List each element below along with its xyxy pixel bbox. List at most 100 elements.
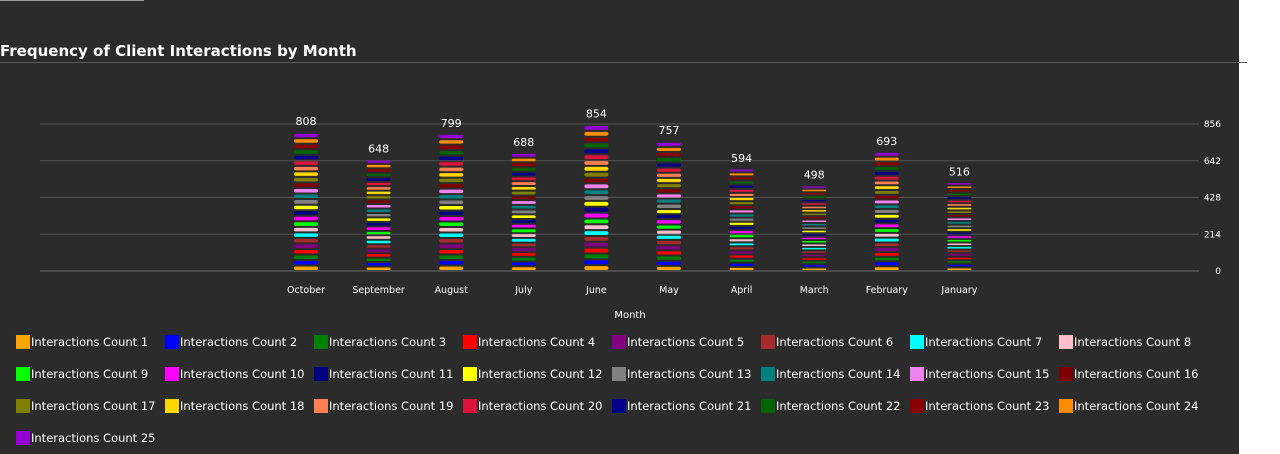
bar-segment [511,267,536,270]
bar-segment [439,211,464,216]
y-tick-label: 642 [1204,157,1221,167]
bar-segment [366,227,391,230]
data-label: 808 [296,115,317,128]
y-tick-label: 214 [1204,230,1221,240]
bar-segment [294,200,318,204]
bar-segment [729,177,754,180]
bar-segment [294,216,318,221]
bar-segment [366,173,391,177]
bar-segment [802,244,827,246]
data-label: 693 [876,135,897,148]
legend-swatch [761,367,775,381]
legend-entry: Interactions Count 23 [910,398,1049,414]
bar-segment [657,220,681,224]
bar-segment [439,173,464,177]
bar-segment [874,248,899,251]
legend-label: Interactions Count 12 [478,367,603,381]
bar-segment [729,239,754,242]
bar-segment [439,140,464,144]
data-label: 594 [731,152,752,165]
bar-segment [802,192,827,195]
bar-segment [511,163,536,167]
bar-segment [294,255,318,260]
bar-segment [947,239,972,242]
bar-segment [439,134,464,139]
bar-segment [802,213,827,216]
bar-segment [511,229,536,233]
bar-segment [439,261,464,265]
bar-segment [439,255,464,260]
legend-entry: Interactions Count 24 [1059,398,1198,414]
bar-segment [511,172,536,176]
bar-segment [294,244,318,249]
bar-segment [439,206,464,210]
legend-swatch [761,335,775,349]
bar-segment [802,261,827,264]
bar-segment [439,217,464,221]
legend-label: Interactions Count 24 [1074,399,1199,413]
bar-segment [366,187,391,190]
bar-segment [657,230,681,234]
chart-panel: Frequency of Client Interactions by Mont… [0,0,1247,454]
bar-segment [511,182,536,185]
bar-segment [729,193,754,196]
bar-segment [874,257,899,261]
data-label: 516 [949,165,970,178]
bar-segment [439,222,464,227]
bar-segment [802,265,827,267]
bar-segment [874,152,899,156]
bar-segment [294,194,318,199]
bar-segment [439,156,464,161]
legend-entry: Interactions Count 18 [165,398,304,414]
title-divider-tick [1239,62,1247,63]
bar-segment [294,155,318,160]
legend-swatch [314,335,328,349]
bar-segment [584,126,609,130]
bar-segment [439,266,464,270]
bar-segment [584,166,609,171]
legend-swatch [910,399,924,413]
legend-entry: Interactions Count 10 [165,366,304,382]
bar-segment [584,260,609,265]
bar-segment [729,218,754,221]
bar-segment [874,210,899,213]
bar-segment [511,238,536,242]
bar-segment [584,242,609,247]
bar-segment [511,234,536,237]
bar-segment [657,246,681,250]
legend-label: Interactions Count 25 [31,431,156,445]
x-tick-label: July [514,285,532,296]
gridlines [40,123,1199,272]
bar-segment [729,263,754,266]
legend-label: Interactions Count 18 [180,399,305,413]
bar-segment [802,237,827,240]
bar-segment [584,143,609,148]
bar-segment [511,253,536,256]
bar-segment [802,196,827,198]
bar-segment [657,204,681,209]
bar-segment [947,186,972,188]
bar-segment [294,150,318,154]
bar-segment [511,219,536,223]
legend-label: Interactions Count 16 [1074,367,1199,381]
y-tick-label: 428 [1204,194,1221,204]
bar-segment [657,266,681,270]
bar-segment [729,185,754,188]
bar-segment [802,251,827,253]
legend-label: Interactions Count 10 [180,367,305,381]
bar-segment [294,144,318,149]
bar-segment [294,177,318,182]
bar-segment [366,191,391,195]
bar-segment [584,161,609,165]
legend-swatch [910,367,924,381]
bar-segment [874,176,899,180]
bar-segment [729,243,754,246]
legend-swatch [463,335,477,349]
bar-segment [729,197,754,201]
legend-entry: Interactions Count 19 [314,398,453,414]
legend-swatch [314,367,328,381]
data-label: 498 [804,168,825,181]
legend-entry: Interactions Count 3 [314,334,446,350]
bar-segment [584,207,609,212]
bar-segment [947,257,972,260]
